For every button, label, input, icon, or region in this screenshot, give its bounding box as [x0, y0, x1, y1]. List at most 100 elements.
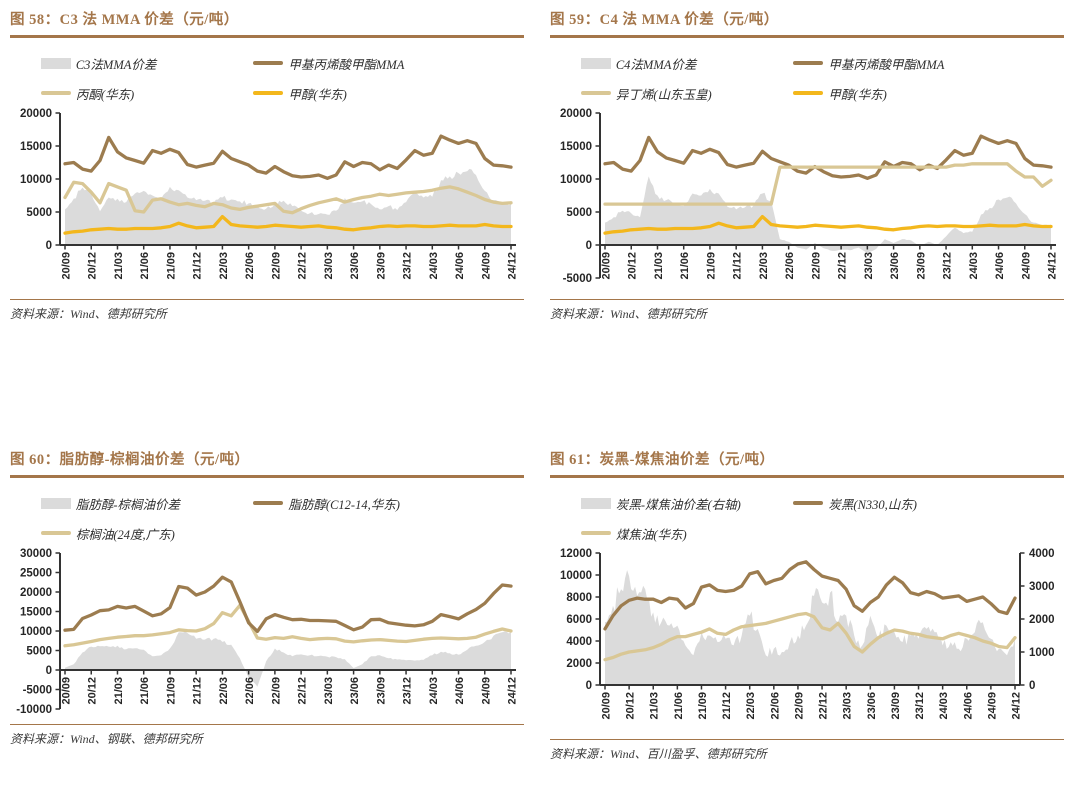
legend-label: 脂肪醇-棕榈油价差 [75, 497, 181, 512]
x-axis-label: 20/12 [87, 252, 99, 280]
x-axis-label: 22/09 [270, 677, 282, 705]
right-axis-label: 3000 [1029, 581, 1055, 593]
x-axis-label: 21/09 [165, 252, 177, 280]
x-axis-label: 21/09 [697, 692, 709, 720]
x-axis-label: 21/09 [165, 677, 177, 705]
x-axis-label: 22/12 [837, 252, 849, 280]
x-axis-label: 24/03 [968, 252, 980, 280]
x-axis-label: 22/03 [758, 252, 770, 280]
y-axis-label: 5000 [566, 207, 592, 219]
legend-item: 脂肪醇(C12-14,华东) [253, 494, 493, 513]
x-axis-label: 20/12 [625, 692, 637, 720]
legend-label: 煤焦油(华东) [615, 527, 687, 542]
legend-item: 甲基丙烯酸甲酯MMA [253, 54, 493, 73]
x-axis-label: 24/06 [994, 252, 1006, 280]
x-axis-label: 23/09 [890, 692, 902, 720]
y-axis-label: 20000 [560, 108, 592, 120]
title-rule [550, 475, 1064, 478]
legend-item: 炭黑-煤焦油价差(右轴) [580, 494, 794, 513]
x-axis-label: 23/06 [349, 252, 361, 280]
x-axis-label: 21/06 [673, 692, 685, 720]
y-axis-label: 10000 [20, 174, 52, 186]
x-axis-label: 22/06 [784, 252, 796, 280]
y-axis-label: 10000 [20, 626, 52, 638]
x-axis-label: 20/09 [61, 677, 73, 705]
x-axis-label: 24/03 [938, 692, 950, 720]
x-axis-label: 24/09 [1020, 252, 1032, 280]
y-axis-label: 5000 [26, 207, 52, 219]
x-axis-label: 22/12 [297, 677, 309, 705]
x-axis-label: 21/09 [705, 252, 717, 280]
x-axis-label: 23/12 [402, 677, 414, 705]
x-axis-label: 22/06 [244, 677, 256, 705]
legend-label: C4法MMA价差 [615, 57, 697, 72]
figure-59-title: 图 59：C4 法 MMA 价差（元/吨） [550, 12, 779, 28]
y-axis-label: 20000 [20, 108, 52, 120]
legend-item: 炭黑(N330,山东) [793, 494, 1033, 513]
legend-line-swatch-icon [253, 60, 284, 66]
x-axis-label: 21/12 [192, 677, 204, 705]
legend-line-swatch-icon [253, 500, 284, 506]
legend-item: 丙酮(华东) [40, 84, 254, 103]
legend-area-swatch-icon [40, 57, 71, 69]
x-axis-label: 22/03 [218, 677, 230, 705]
x-axis-label: 23/12 [914, 692, 926, 720]
series-line [603, 133, 1053, 180]
y-axis-label: 0 [586, 680, 592, 692]
series-line [63, 575, 513, 633]
series-line [63, 180, 513, 214]
y-axis-label: 0 [586, 240, 592, 252]
x-axis-label: 23/06 [866, 692, 878, 720]
x-axis-label: 24/06 [454, 677, 466, 705]
source-rule [550, 298, 1064, 301]
x-axis-label: 21/03 [113, 252, 125, 280]
x-axis-label: 23/12 [942, 252, 954, 280]
y-axis-label: 30000 [20, 548, 52, 560]
legend-line-swatch-icon [40, 90, 71, 96]
y-axis-label: 15000 [560, 141, 592, 153]
y-axis-label: 25000 [20, 567, 52, 579]
y-axis-label: 6000 [566, 614, 592, 626]
x-axis-label: 24/12 [507, 677, 519, 705]
x-axis-label: 22/09 [270, 252, 282, 280]
legend-label: 甲基丙烯酸甲酯MMA [828, 57, 945, 72]
series-line [603, 161, 1053, 206]
legend-label: 炭黑(N330,山东) [828, 497, 917, 512]
series-line [603, 611, 1017, 661]
x-axis-label: 22/06 [244, 252, 256, 280]
x-axis-label: 24/09 [480, 677, 492, 705]
right-axis-label: 0 [1029, 680, 1035, 692]
legend-area-swatch-icon [580, 497, 611, 509]
y-axis-label: 4000 [566, 636, 592, 648]
legend-label: 棕榈油(24度,广东) [75, 527, 175, 542]
figure-59-legend: C4法MMA价差 甲基丙烯酸甲酯MMA 异丁烯(山东玉皇) 甲醇(华东) [580, 54, 1033, 103]
x-axis-label: 21/12 [721, 692, 733, 720]
legend-label: C3法MMA价差 [75, 57, 157, 72]
x-axis-label: 23/09 [375, 252, 387, 280]
legend-area-swatch-icon [40, 497, 71, 509]
legend-item: 甲醇(华东) [253, 84, 493, 103]
source-rule [550, 738, 1064, 741]
x-axis-label: 22/06 [769, 692, 781, 720]
x-axis-label: 20/09 [601, 692, 613, 720]
series-area [605, 175, 1051, 253]
x-axis-label: 24/12 [507, 252, 519, 280]
y-axis-label: 15000 [20, 606, 52, 618]
legend-label: 甲醇(华东) [288, 87, 347, 102]
y-axis-label: -5000 [23, 684, 52, 696]
x-axis-label: 22/09 [810, 252, 822, 280]
figure-61-plot: 0 2000 4000 6000 8000 10000 12000 0 1000 2000 3000… [560, 548, 1055, 720]
legend-item: C3法MMA价差 [40, 54, 254, 73]
legend-label: 异丁烯(山东玉皇) [615, 87, 712, 102]
x-axis-label: 24/03 [428, 677, 440, 705]
legend-area-swatch-icon [580, 57, 611, 69]
y-axis-label: 20000 [20, 587, 52, 599]
y-axis-label: 10000 [560, 174, 592, 186]
y-axis-label: 8000 [566, 592, 592, 604]
x-axis-label: 22/03 [745, 692, 757, 720]
series-area [65, 631, 511, 687]
right-axis-label: 4000 [1029, 548, 1055, 560]
x-axis-label: 23/03 [323, 677, 335, 705]
y-axis-label: 0 [46, 665, 52, 677]
